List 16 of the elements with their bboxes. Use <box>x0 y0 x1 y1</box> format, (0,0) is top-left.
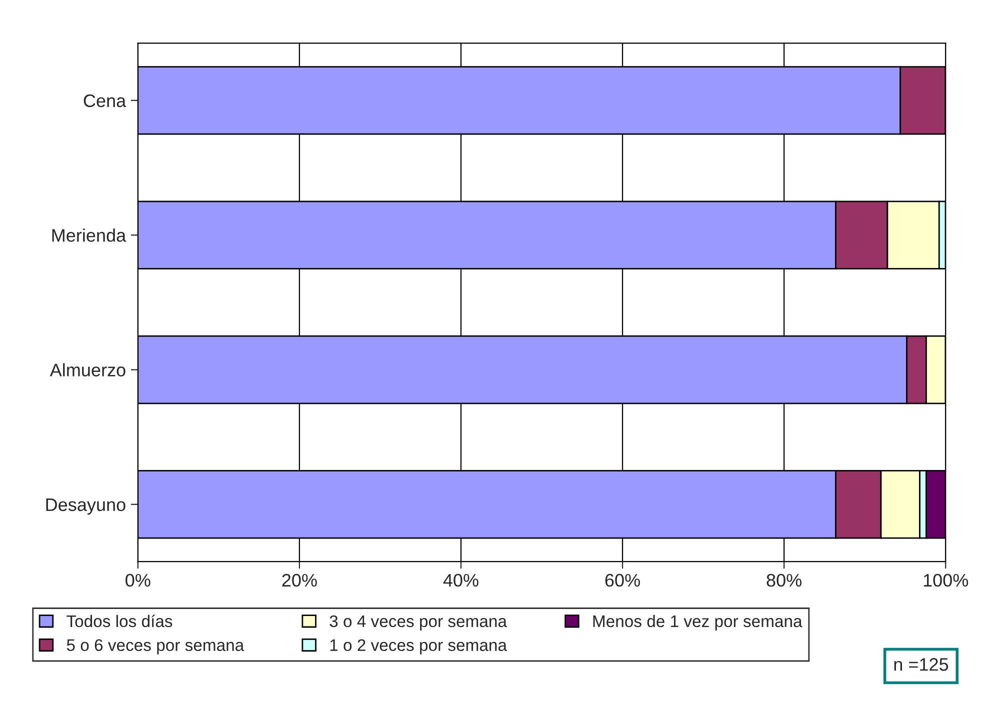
y-tick-label: Almuerzo <box>50 363 126 376</box>
x-tick-label: 40% <box>443 574 478 587</box>
legend-label: 5 o 6 veces por semana <box>66 639 244 654</box>
x-tick-label: 20% <box>282 574 317 587</box>
y-tick-label: Desayuno <box>46 498 126 515</box>
x-tick-label: 100% <box>924 574 968 587</box>
text: n =125 <box>894 658 948 671</box>
legend-label: Menos de 1 vez por semana <box>593 614 802 630</box>
x-tick-label: 60% <box>605 574 640 587</box>
y-tick-label: Cena <box>84 94 126 108</box>
legend-label: 3 o 4 veces por semana <box>330 615 507 630</box>
legend-label: 1 o 2 veces por semana <box>330 639 507 654</box>
legend-label: Todos los días <box>66 614 172 628</box>
x-tick-label: 80% <box>766 574 802 587</box>
y-tick-label: Merienda <box>52 228 126 242</box>
x-tick-label: 0% <box>126 574 150 587</box>
